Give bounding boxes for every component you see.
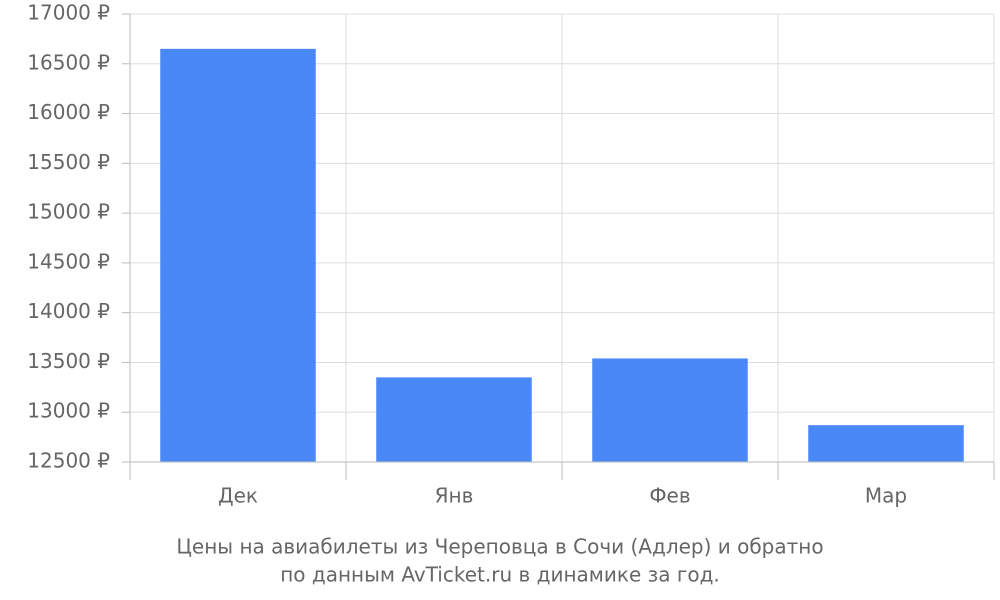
y-tick-label: 13000 ₽ — [27, 399, 110, 423]
bar — [376, 377, 532, 462]
x-tick-label: Янв — [435, 484, 474, 508]
y-tick-label: 17000 ₽ — [27, 1, 110, 25]
caption-line: Цены на авиабилеты из Череповца в Сочи (… — [176, 535, 823, 559]
x-tick-label: Фев — [649, 484, 690, 508]
bar — [160, 48, 316, 462]
y-tick-label: 15000 ₽ — [27, 200, 110, 224]
y-tick-label: 16500 ₽ — [27, 50, 110, 74]
y-tick-label: 15500 ₽ — [27, 150, 110, 174]
y-tick-label: 12500 ₽ — [27, 449, 110, 473]
x-tick-label: Дек — [218, 484, 258, 508]
caption-line: по данным AvTicket.ru в динамике за год. — [280, 563, 720, 587]
bar — [592, 358, 748, 462]
y-tick-label: 16000 ₽ — [27, 100, 110, 124]
y-tick-label: 14000 ₽ — [27, 299, 110, 323]
bar — [808, 425, 964, 462]
y-tick-label: 13500 ₽ — [27, 349, 110, 373]
y-tick-label: 14500 ₽ — [27, 249, 110, 273]
x-tick-label: Мар — [865, 484, 907, 508]
